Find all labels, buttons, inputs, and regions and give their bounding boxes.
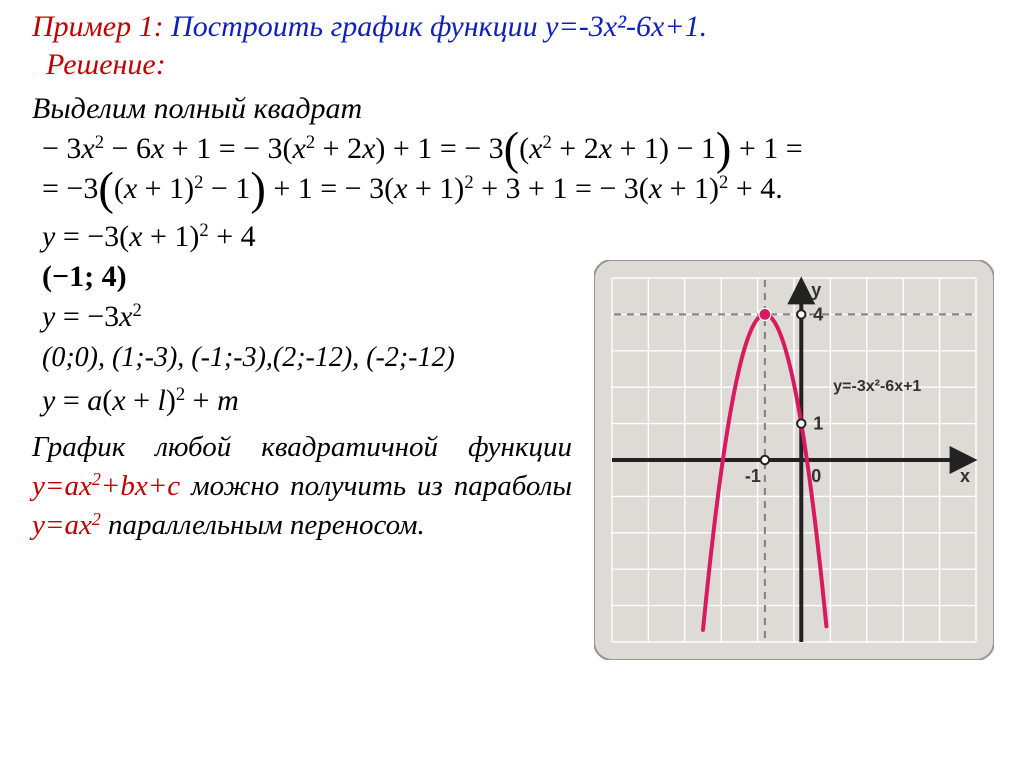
solution-label: Решение: (46, 48, 1004, 82)
title-label: Пример 1: (32, 10, 164, 43)
svg-text:y=-3x²-6x+1: y=-3x²-6x+1 (833, 378, 921, 395)
svg-text:x: x (960, 466, 970, 486)
svg-text:1: 1 (813, 414, 823, 434)
title-task: Построить график функции y=-3x²-6x+1. (164, 10, 707, 43)
math-line-1a: − 3x2 − 6x + 1 = − 3(x2 + 2x) + 1 = − 3(… (42, 132, 1004, 166)
chart-svg: 4 1 -1 0 y x y=-3x²-6x+1 (594, 260, 994, 660)
parabola-chart: 4 1 -1 0 y x y=-3x²-6x+1 (594, 260, 994, 660)
step-complete-square: Выделим полный квадрат (32, 92, 1004, 126)
conclusion-text: График любой квадратичной функции y=ax2+… (32, 428, 572, 545)
vertex-form: y = −3(x + 1)2 + 4 (42, 220, 1004, 254)
svg-text:y: y (811, 280, 821, 300)
example-title: Пример 1: Построить график функции y=-3x… (32, 10, 1004, 44)
formula-abc: y=ax2+bx+c (32, 470, 180, 502)
svg-text:-1: -1 (745, 466, 761, 486)
svg-text:0: 0 (811, 466, 821, 486)
math-line-1b: = −3((x + 1)2 − 1) + 1 = − 3(x + 1)2 + 3… (42, 172, 1004, 206)
formula-ax2: y=ax2 (32, 509, 101, 541)
svg-text:4: 4 (813, 304, 823, 324)
